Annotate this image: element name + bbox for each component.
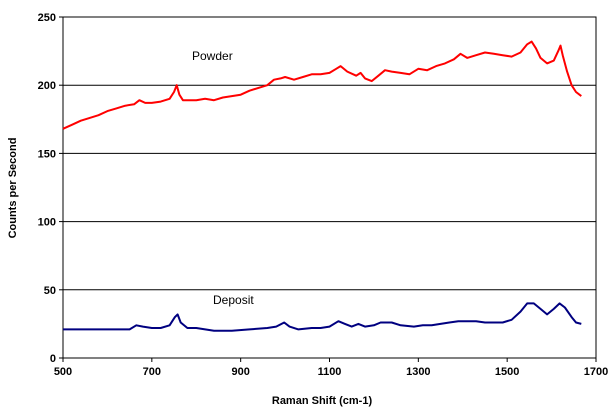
gridlines bbox=[63, 84, 596, 291]
series-label-powder: Powder bbox=[192, 49, 233, 63]
plot-area-frame bbox=[62, 16, 597, 359]
y-tick-label-250: 250 bbox=[38, 12, 56, 24]
y-tick-label-0: 0 bbox=[50, 353, 56, 365]
y-tick-label-50: 50 bbox=[44, 285, 56, 297]
series-line-deposit bbox=[63, 302, 582, 332]
series-layer bbox=[62, 40, 582, 332]
y-tick-label-100: 100 bbox=[38, 217, 56, 229]
y-axis-ticks: 0 50 100 150 200 250 bbox=[38, 12, 63, 365]
x-tick-label-700: 700 bbox=[143, 366, 161, 378]
x-tick-label-1100: 1100 bbox=[318, 366, 342, 378]
x-tick-label-1300: 1300 bbox=[406, 366, 430, 378]
x-tick-label-500: 500 bbox=[54, 366, 72, 378]
x-axis-title: Raman Shift (cm-1) bbox=[272, 395, 373, 407]
series-line-powder bbox=[62, 40, 582, 130]
y-tick-label-150: 150 bbox=[38, 148, 56, 160]
x-tick-label-900: 900 bbox=[231, 366, 249, 378]
y-axis-title: Counts per Second bbox=[7, 138, 19, 239]
x-tick-label-1700: 1700 bbox=[584, 366, 608, 378]
series-label-deposit: Deposit bbox=[213, 293, 254, 307]
y-tick-label-200: 200 bbox=[38, 80, 56, 92]
x-axis-ticks: 500 700 900 1100 1300 1500 1700 bbox=[54, 358, 608, 378]
x-tick-label-1500: 1500 bbox=[495, 366, 519, 378]
